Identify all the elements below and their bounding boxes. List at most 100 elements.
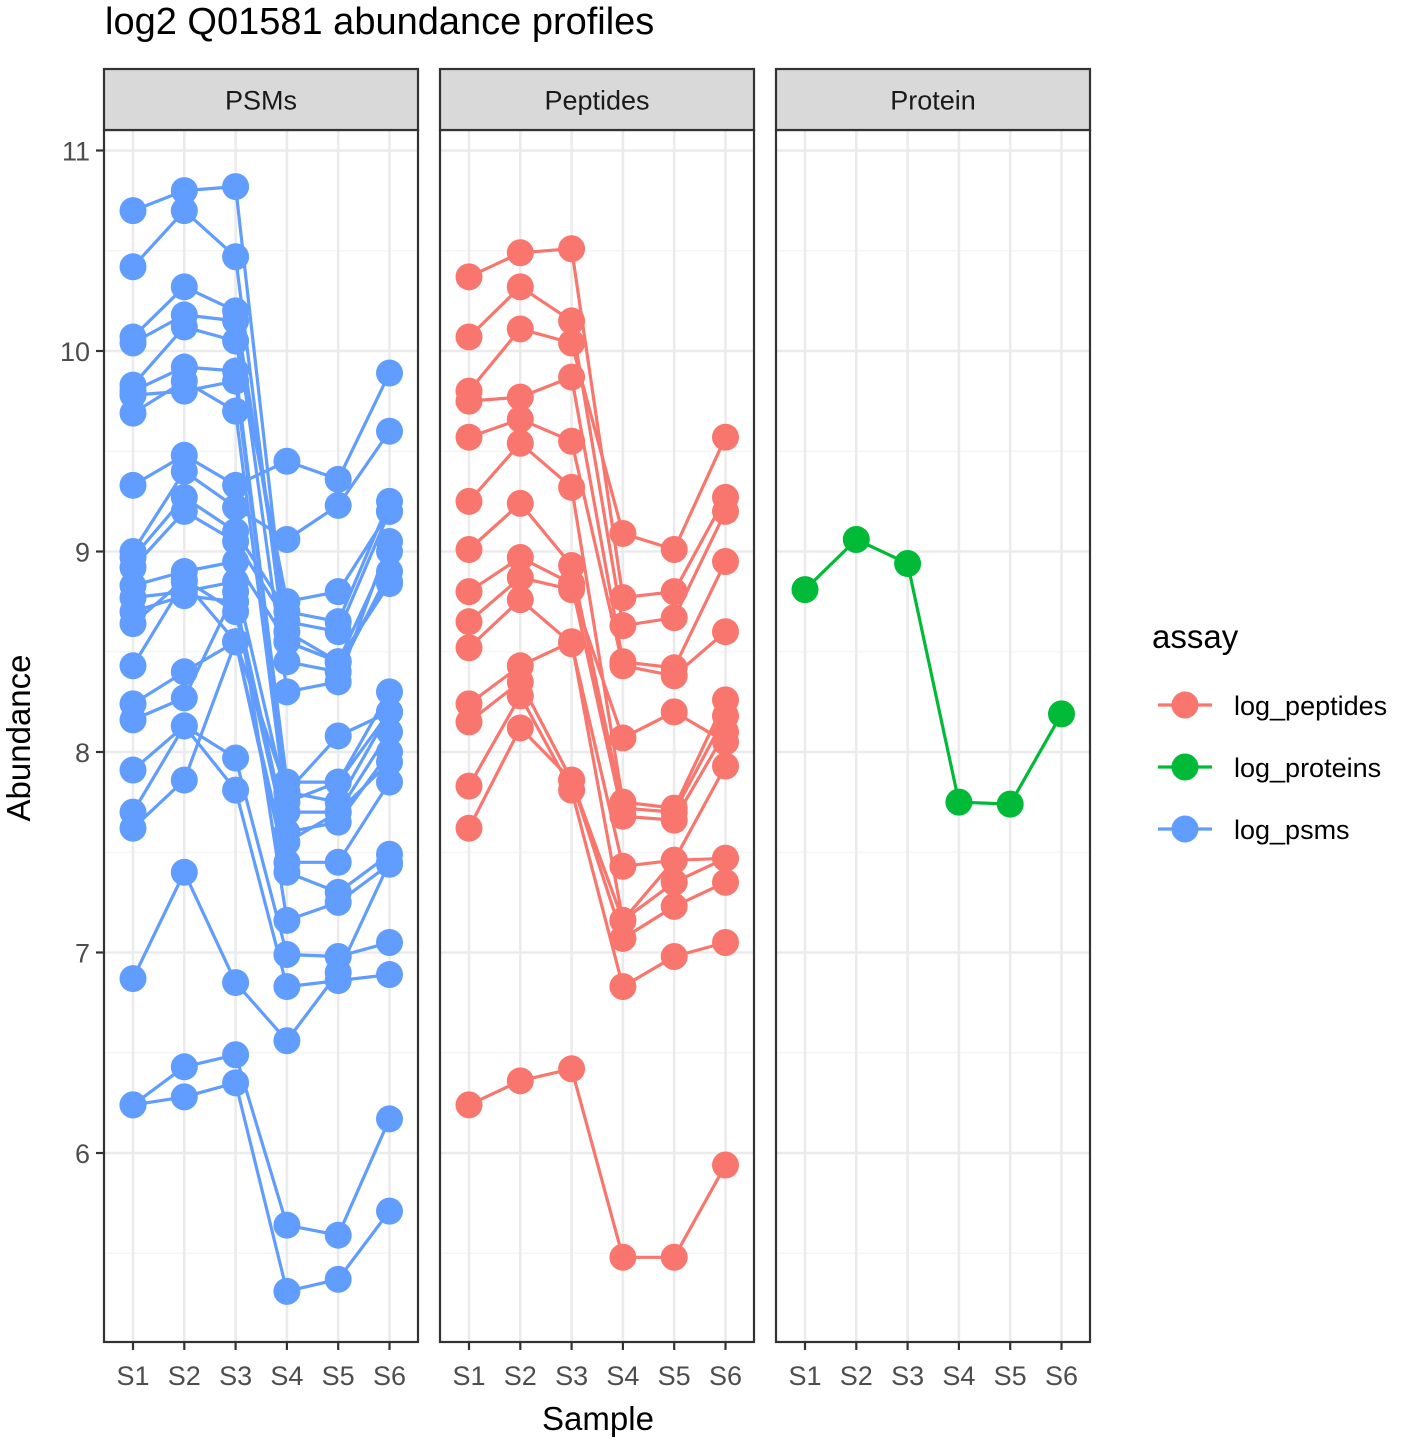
data-point xyxy=(712,728,739,756)
data-point xyxy=(894,550,922,578)
data-point xyxy=(170,197,198,225)
data-point xyxy=(609,906,637,934)
data-point xyxy=(119,197,147,225)
data-point xyxy=(376,1105,403,1133)
data-point xyxy=(455,814,483,842)
data-point xyxy=(119,814,147,842)
data-point xyxy=(273,973,301,1001)
x-tick-label: S1 xyxy=(452,1361,485,1391)
data-point xyxy=(273,941,301,969)
data-point xyxy=(506,714,534,742)
data-point xyxy=(324,1265,352,1293)
data-point xyxy=(455,263,483,291)
data-point xyxy=(119,706,147,734)
data-point xyxy=(506,682,534,710)
data-point xyxy=(170,1053,198,1081)
data-point xyxy=(455,535,483,563)
data-point xyxy=(376,961,403,989)
data-point xyxy=(660,892,688,920)
x-tick-label: S5 xyxy=(658,1361,691,1391)
data-point xyxy=(324,722,352,750)
data-point xyxy=(558,363,586,391)
data-point xyxy=(660,698,688,726)
data-point xyxy=(222,307,250,335)
data-point xyxy=(506,273,534,301)
legend-item-log-peptides: log_peptides xyxy=(1158,691,1387,721)
data-point xyxy=(170,273,198,301)
legend: assay log_peptides log_proteins log_psms xyxy=(1152,618,1387,845)
x-tick-label: S2 xyxy=(840,1361,873,1391)
data-point xyxy=(273,447,301,475)
y-tick-label: 8 xyxy=(75,738,90,768)
data-point xyxy=(324,618,352,646)
data-point xyxy=(273,628,301,656)
data-point xyxy=(712,1151,739,1179)
data-point xyxy=(455,708,483,736)
data-point xyxy=(609,584,637,612)
data-point xyxy=(170,568,198,596)
data-point xyxy=(609,724,637,752)
x-tick-label: S3 xyxy=(891,1361,924,1391)
data-point xyxy=(170,658,198,686)
data-point xyxy=(222,493,250,521)
data-point xyxy=(660,578,688,606)
data-point xyxy=(455,578,483,606)
data-point xyxy=(712,423,739,451)
data-point xyxy=(273,678,301,706)
x-tick-label: S2 xyxy=(504,1361,537,1391)
data-point xyxy=(324,1221,352,1249)
data-point xyxy=(376,678,403,706)
data-point xyxy=(376,698,403,726)
data-point xyxy=(712,752,739,780)
data-point xyxy=(170,497,198,525)
data-point xyxy=(712,844,739,872)
data-point xyxy=(273,1211,301,1239)
data-point xyxy=(324,888,352,916)
data-point xyxy=(222,471,250,499)
data-point xyxy=(996,790,1024,818)
legend-item-log-psms: log_psms xyxy=(1158,815,1350,845)
x-tick-label: S5 xyxy=(322,1361,355,1391)
facet-strip xyxy=(102,67,420,132)
data-point xyxy=(558,1055,586,1083)
data-point xyxy=(506,239,534,267)
x-tick-label: S5 xyxy=(994,1361,1027,1391)
legend-item-label: log_psms xyxy=(1234,815,1350,845)
data-point xyxy=(119,329,147,357)
data-point xyxy=(222,367,250,395)
data-point xyxy=(506,1067,534,1095)
facet-strip xyxy=(774,67,1092,132)
data-point xyxy=(558,235,586,263)
data-point xyxy=(712,868,739,896)
data-point xyxy=(273,858,301,886)
legend-key-point xyxy=(1171,691,1199,719)
data-point xyxy=(455,634,483,662)
data-point xyxy=(222,548,250,576)
data-point xyxy=(119,965,147,993)
data-point xyxy=(842,525,870,553)
data-point xyxy=(660,604,688,632)
data-point xyxy=(506,405,534,433)
legend-item-label: log_peptides xyxy=(1234,691,1387,721)
data-point xyxy=(222,327,250,355)
data-point xyxy=(170,367,198,395)
data-point xyxy=(506,586,534,614)
data-point xyxy=(506,544,534,572)
x-tick-label: S6 xyxy=(709,1361,742,1391)
data-point xyxy=(660,662,688,690)
x-tick-label: S4 xyxy=(606,1361,639,1391)
data-point xyxy=(609,1243,637,1271)
legend-key-point xyxy=(1171,815,1199,843)
data-point xyxy=(660,943,688,971)
data-point xyxy=(273,608,301,636)
data-point xyxy=(506,383,534,411)
legend-key-point xyxy=(1171,753,1199,781)
data-point xyxy=(222,173,250,201)
data-point xyxy=(609,519,637,547)
data-point xyxy=(273,648,301,676)
y-tick-label: 7 xyxy=(75,939,90,969)
x-tick-label: S6 xyxy=(1045,1361,1078,1391)
data-point xyxy=(660,806,688,834)
